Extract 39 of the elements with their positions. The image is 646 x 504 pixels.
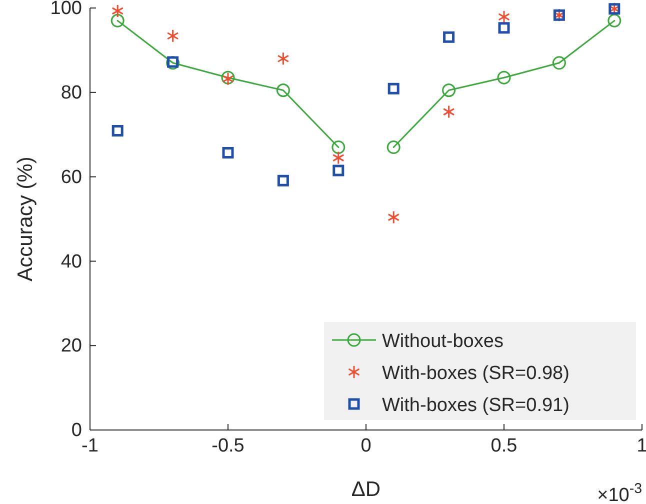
y-tick-label: 80: [60, 82, 82, 104]
point: [112, 125, 124, 137]
text: ×10$^{-3}$: [597, 481, 642, 504]
point: [442, 105, 455, 119]
point: [222, 146, 234, 158]
y-tick-label: 40: [60, 251, 82, 272]
y-tick-label: 60: [60, 166, 82, 188]
point: [332, 164, 344, 176]
point: [552, 56, 566, 70]
point: [386, 140, 400, 154]
legend-label: With-boxes (SR=0.91): [382, 395, 570, 416]
point: [332, 151, 344, 165]
point: [498, 22, 510, 34]
legend-label: Without-boxes: [382, 331, 504, 352]
y-tick-label: 100: [50, 0, 82, 20]
x-tick-label: 1: [636, 435, 646, 456]
point: [498, 10, 510, 24]
point: [442, 84, 456, 98]
legend-label: With-boxes (SR=0.98): [382, 363, 570, 384]
point: [110, 14, 124, 28]
point: [277, 174, 289, 186]
point: [332, 140, 346, 154]
x-tick-label: -0.5: [212, 435, 244, 456]
point: [112, 4, 124, 18]
y-tick-label: 0: [71, 420, 82, 442]
point: [388, 82, 400, 94]
point: [608, 14, 622, 28]
x-tick-label: 0.5: [490, 435, 518, 456]
point: [276, 84, 290, 98]
x-tick-label: -1: [82, 435, 98, 456]
point: [443, 31, 455, 43]
y-axis-title: Accuracy (%): [14, 156, 37, 282]
point: [277, 52, 290, 66]
x-axis-title: ΔD: [351, 478, 381, 501]
y-tick-label: 20: [60, 336, 82, 357]
point: [166, 29, 179, 43]
x-tick-label: 0: [360, 435, 372, 456]
point: [497, 70, 511, 84]
point: [388, 210, 400, 224]
